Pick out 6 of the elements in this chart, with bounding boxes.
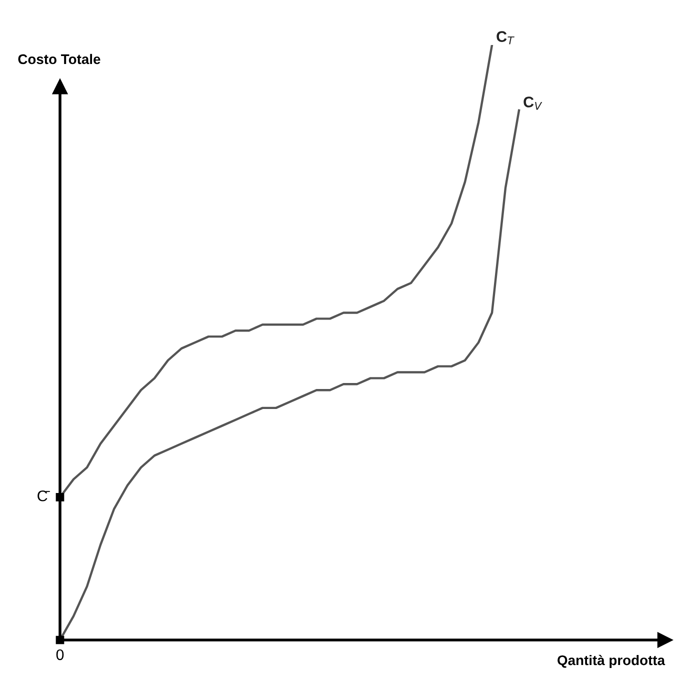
text: C̄: [38, 490, 50, 502]
y-axis-title: Costo Totale: [18, 54, 100, 64]
text: 0: [56, 649, 64, 660]
series-label: C$_{T}$: [496, 31, 514, 44]
series-label: C$_{V}$: [524, 96, 542, 110]
x-axis-title: Qantità prodotta: [558, 654, 666, 668]
